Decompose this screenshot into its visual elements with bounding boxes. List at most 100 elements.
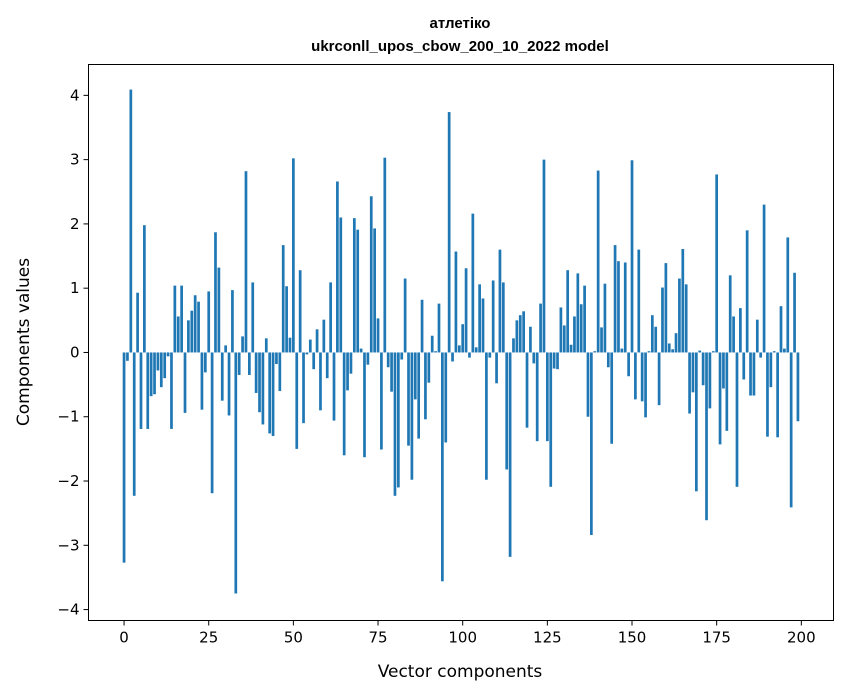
bar-139 — [593, 351, 597, 353]
bar-24 — [203, 352, 207, 373]
bar-127 — [552, 352, 556, 369]
bar-156 — [650, 315, 654, 353]
bar-176 — [718, 352, 722, 445]
bar-140 — [596, 170, 600, 353]
bar-129 — [559, 307, 563, 353]
bar-47 — [281, 245, 285, 353]
bar-52 — [298, 270, 302, 353]
bar-118 — [522, 311, 526, 353]
bar-111 — [498, 249, 502, 353]
bar-9 — [153, 352, 156, 395]
bar-153 — [640, 352, 644, 402]
bar-165 — [681, 248, 685, 353]
bar-34 — [237, 352, 241, 375]
bar-152 — [637, 249, 641, 353]
bar-136 — [583, 285, 586, 353]
bar-35 — [241, 336, 244, 353]
bar-190 — [766, 352, 769, 437]
bar-189 — [762, 204, 766, 353]
bar-77 — [383, 157, 387, 353]
bar-196 — [786, 237, 790, 353]
bar-151 — [634, 352, 637, 400]
bar-159 — [661, 287, 664, 353]
bar-90 — [427, 352, 431, 383]
bar-87 — [417, 352, 421, 439]
bar-100 — [461, 324, 465, 353]
bar-29 — [220, 352, 224, 401]
bar-73 — [369, 196, 373, 353]
y-tick-label: 0 — [70, 343, 80, 361]
bar-4 — [136, 292, 139, 353]
bar-186 — [752, 352, 756, 396]
bar-98 — [454, 251, 458, 353]
y-tick-label: −3 — [57, 536, 79, 554]
bar-71 — [363, 352, 366, 458]
bar-101 — [464, 268, 468, 353]
bar-194 — [779, 306, 783, 353]
bar-70 — [359, 348, 363, 353]
bar-104 — [474, 347, 478, 353]
bar-147 — [620, 348, 624, 353]
x-axis-label: Vector components — [378, 662, 543, 682]
chart-title-line2: ukrconll_upos_cbow_200_10_2022 model — [311, 38, 609, 55]
bar-72 — [366, 352, 370, 365]
chart-title-line1: атлетіко — [430, 15, 491, 32]
bar-23 — [200, 352, 204, 410]
bar-36 — [244, 171, 248, 353]
bar-88 — [420, 299, 424, 353]
bar-126 — [549, 352, 553, 487]
bar-184 — [745, 230, 749, 353]
bar-128 — [556, 352, 559, 370]
x-axis-ticks: 0 25 50 75 100 125 150 175 200 — [119, 620, 816, 647]
bar-57 — [315, 329, 319, 353]
bar-133 — [573, 316, 576, 353]
bar-13 — [166, 352, 170, 357]
y-axis-label: Components values — [14, 258, 34, 426]
bar-61 — [329, 282, 332, 353]
x-tick-label: 0 — [119, 629, 129, 647]
bar-112 — [501, 282, 505, 353]
bar-109 — [491, 280, 495, 353]
bar-95 — [444, 352, 448, 443]
x-tick-label: 75 — [368, 629, 387, 647]
bar-148 — [623, 262, 627, 353]
bar-155 — [647, 351, 651, 353]
bar-17 — [180, 285, 183, 353]
bar-41 — [261, 352, 265, 425]
bar-53 — [302, 352, 305, 424]
bar-179 — [728, 275, 732, 353]
bar-18 — [183, 352, 187, 413]
bar-173 — [708, 352, 712, 409]
x-tick-label: 175 — [702, 629, 731, 647]
bar-27 — [214, 232, 217, 353]
bar-14 — [170, 352, 173, 429]
bar-83 — [403, 278, 407, 353]
bar-10 — [156, 352, 160, 371]
bar-7 — [146, 352, 150, 429]
bar-117 — [518, 315, 522, 353]
bar-182 — [739, 308, 742, 353]
bar-177 — [722, 352, 725, 389]
bar-50 — [292, 158, 295, 353]
bar-141 — [600, 327, 603, 353]
bar-42 — [264, 338, 268, 353]
x-tick-label: 50 — [284, 629, 303, 647]
bar-16 — [176, 316, 180, 353]
bar-110 — [495, 352, 498, 384]
bar-107 — [485, 352, 488, 480]
bar-175 — [715, 174, 719, 353]
bar-103 — [471, 213, 475, 353]
bar-37 — [247, 352, 251, 375]
bar-81 — [396, 352, 400, 488]
bar-94 — [441, 352, 444, 582]
bar-198 — [793, 272, 796, 353]
bar-181 — [735, 352, 739, 487]
x-tick-label: 125 — [533, 629, 562, 647]
bar-142 — [603, 283, 607, 353]
bar-144 — [610, 352, 614, 444]
bar-63 — [336, 181, 339, 353]
bar-1 — [126, 352, 129, 361]
bar-157 — [654, 326, 658, 353]
bar-199 — [796, 352, 800, 422]
bar-91 — [430, 335, 434, 353]
